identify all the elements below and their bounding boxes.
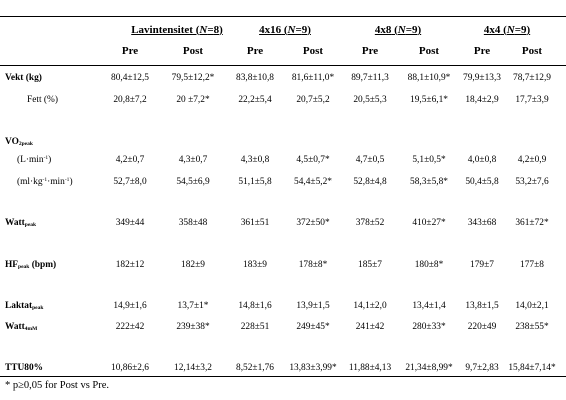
cell-fett-3: 22,2±5,4 (238, 95, 272, 105)
cell-vekt-4: 81,6±11,0* (291, 73, 335, 83)
row-label-ml-kg-min: (ml·kg-1·min-1) (17, 177, 73, 187)
cell-ttu-6: 21,34±8,99* (405, 363, 453, 373)
cell-mlkg-4: 54,4±5,2* (294, 177, 332, 187)
cell-hf-5: 185±7 (358, 260, 382, 270)
bottom-rule (0, 376, 566, 377)
cell-ttu-2: 12,14±3,2 (174, 363, 212, 373)
cell-vekt-6: 88,1±10,9* (407, 73, 451, 83)
cell-ttu-1: 10,86±2,6 (111, 363, 149, 373)
cell-vekt-5: 89,7±11,3 (351, 73, 389, 83)
cell-watt-7: 343±68 (467, 218, 497, 228)
cell-watt-4: 372±50* (296, 218, 330, 228)
cell-lmin-8: 4,2±0,9 (517, 155, 547, 165)
row-label-watt-4mm: Watt4mM (5, 322, 38, 332)
group-header-4x4: 4x4 (N=9) (483, 24, 531, 36)
cell-fett-4: 20,7±5,2 (296, 95, 330, 105)
cell-laktat-5: 14,1±2,0 (353, 301, 387, 311)
cell-laktat-4: 13,9±1,5 (296, 301, 330, 311)
row-label-laktat-peak: Laktatpeak (5, 301, 44, 311)
cell-laktat-6: 13,4±1,4 (412, 301, 446, 311)
cell-watt4-2: 239±38* (176, 322, 210, 332)
cell-hf-7: 179±7 (470, 260, 494, 270)
cell-mlkg-5: 52,8±4,8 (353, 177, 387, 187)
top-rule (0, 16, 566, 17)
col-header-pre-2: Pre (246, 45, 264, 57)
cell-vekt-2: 79,5±12,2* (171, 73, 215, 83)
cell-lmin-3: 4,3±0,8 (240, 155, 270, 165)
row-label-ttu80: TTU80% (5, 363, 44, 373)
cell-laktat-2: 13,7±1* (177, 301, 209, 311)
cell-vekt-7: 79,9±13,3 (463, 73, 501, 83)
header-rule (0, 65, 566, 66)
cell-laktat-8: 14,0±2,1 (515, 301, 549, 311)
cell-laktat-7: 13,8±1,5 (465, 301, 499, 311)
cell-hf-4: 178±8* (298, 260, 328, 270)
col-header-post-3: Post (418, 45, 440, 57)
cell-hf-6: 180±8* (414, 260, 444, 270)
col-header-pre-1: Pre (121, 45, 139, 57)
cell-laktat-3: 14,8±1,6 (238, 301, 272, 311)
cell-watt-8: 361±72* (515, 218, 549, 228)
cell-mlkg-2: 54,5±6,9 (176, 177, 210, 187)
cell-watt4-1: 222±42 (115, 322, 145, 332)
cell-watt4-8: 238±55* (515, 322, 549, 332)
col-header-pre-3: Pre (361, 45, 379, 57)
cell-mlkg-3: 51,1±5,8 (238, 177, 272, 187)
cell-hf-2: 182±9 (181, 260, 205, 270)
cell-mlkg-6: 58,3±5,8* (410, 177, 448, 187)
cell-hf-8: 177±8 (520, 260, 544, 270)
cell-lmin-7: 4,0±0,8 (467, 155, 497, 165)
row-label-hf-peak: HFpeak (bpm) (5, 260, 57, 270)
cell-lmin-6: 5,1±0,5* (412, 155, 446, 165)
cell-fett-7: 18,4±2,9 (465, 95, 499, 105)
footnote: * p≥0,05 for Post vs Pre. (5, 380, 110, 391)
cell-vekt-3: 83,8±10,8 (236, 73, 274, 83)
row-label-watt-peak: Wattpeak (5, 218, 37, 228)
row-label-vekt: Vekt (kg) (5, 73, 42, 83)
cell-fett-8: 17,7±3,9 (515, 95, 549, 105)
cell-vekt-1: 80,4±12,5 (111, 73, 149, 83)
group-header-4x16: 4x16 (N=9) (259, 24, 311, 36)
cell-vekt-8: 78,7±12,9 (513, 73, 551, 83)
cell-mlkg-1: 52,7±8,0 (113, 177, 147, 187)
group-header-4x8: 4x8 (N=9) (374, 24, 422, 36)
cell-ttu-8: 15,84±7,14* (508, 363, 556, 373)
row-label-fett: Fett (%) (27, 95, 58, 105)
cell-lmin-5: 4,7±0,5 (355, 155, 385, 165)
cell-mlkg-8: 53,2±7,6 (515, 177, 549, 187)
cell-watt4-7: 220±49 (467, 322, 497, 332)
row-label-l-min: (L·min-1) (17, 155, 52, 165)
cell-watt-6: 410±27* (412, 218, 446, 228)
col-header-post-1: Post (182, 45, 204, 57)
col-header-pre-4: Pre (473, 45, 491, 57)
cell-fett-5: 20,5±5,3 (353, 95, 387, 105)
cell-watt-1: 349±44 (115, 218, 145, 228)
cell-laktat-1: 14,9±1,6 (113, 301, 147, 311)
cell-fett-2: 20 ±7,2* (176, 95, 210, 105)
cell-lmin-1: 4,2±0,7 (115, 155, 145, 165)
cell-watt4-4: 249±45* (296, 322, 330, 332)
cell-watt4-6: 280±33* (412, 322, 446, 332)
cell-watt-5: 378±52 (355, 218, 385, 228)
cell-fett-6: 19,5±6,1* (410, 95, 448, 105)
cell-mlkg-7: 50,4±5,8 (465, 177, 499, 187)
cell-watt-3: 361±51 (240, 218, 270, 228)
cell-ttu-5: 11,88±4,13 (348, 363, 392, 373)
cell-ttu-3: 8,52±1,76 (236, 363, 274, 373)
cell-fett-1: 20,8±7,2 (113, 95, 147, 105)
cell-lmin-2: 4,3±0,7 (178, 155, 208, 165)
col-header-post-2: Post (302, 45, 324, 57)
cell-watt4-5: 241±42 (355, 322, 385, 332)
row-label-vo2peak: VO2peak (5, 137, 33, 147)
cell-hf-1: 182±12 (115, 260, 145, 270)
cell-ttu-7: 9,7±2,83 (465, 363, 499, 373)
cell-watt4-3: 228±51 (240, 322, 270, 332)
cell-ttu-4: 13,83±3,99* (289, 363, 337, 373)
group-header-lavintensitet: Lavintensitet (N=8) (131, 24, 223, 36)
cell-lmin-4: 4,5±0,7* (296, 155, 330, 165)
cell-hf-3: 183±9 (243, 260, 267, 270)
cell-watt-2: 358±48 (178, 218, 208, 228)
col-header-post-4: Post (521, 45, 543, 57)
